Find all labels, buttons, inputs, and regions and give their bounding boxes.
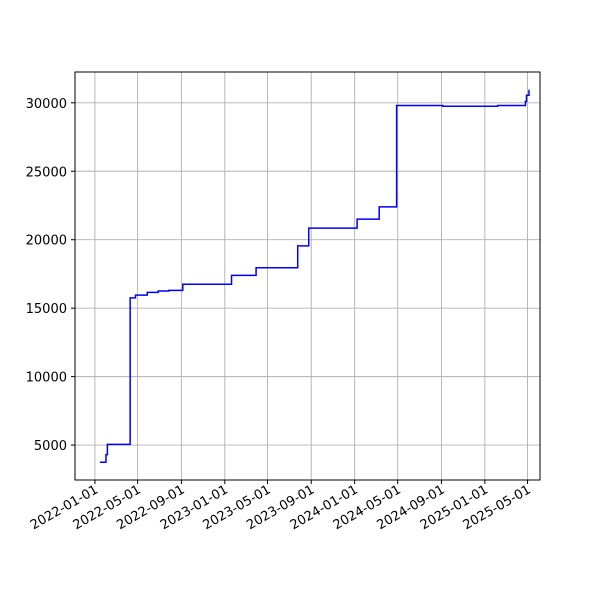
series-layer (99, 89, 530, 463)
y-tick-label: 10000 (26, 371, 67, 386)
series-line (99, 89, 530, 463)
grid-lines (75, 72, 540, 480)
y-axis: 5000 10000 15000 20000 25000 30000 (26, 97, 75, 454)
y-tick-label: 20000 (26, 234, 67, 249)
y-tick-label: 30000 (26, 97, 67, 112)
plot-area (75, 72, 540, 480)
y-tick-label: 25000 (26, 165, 67, 180)
axes-frame (74, 71, 541, 481)
y-tick-label: 5000 (34, 439, 67, 454)
y-tick-label: 15000 (26, 302, 67, 317)
